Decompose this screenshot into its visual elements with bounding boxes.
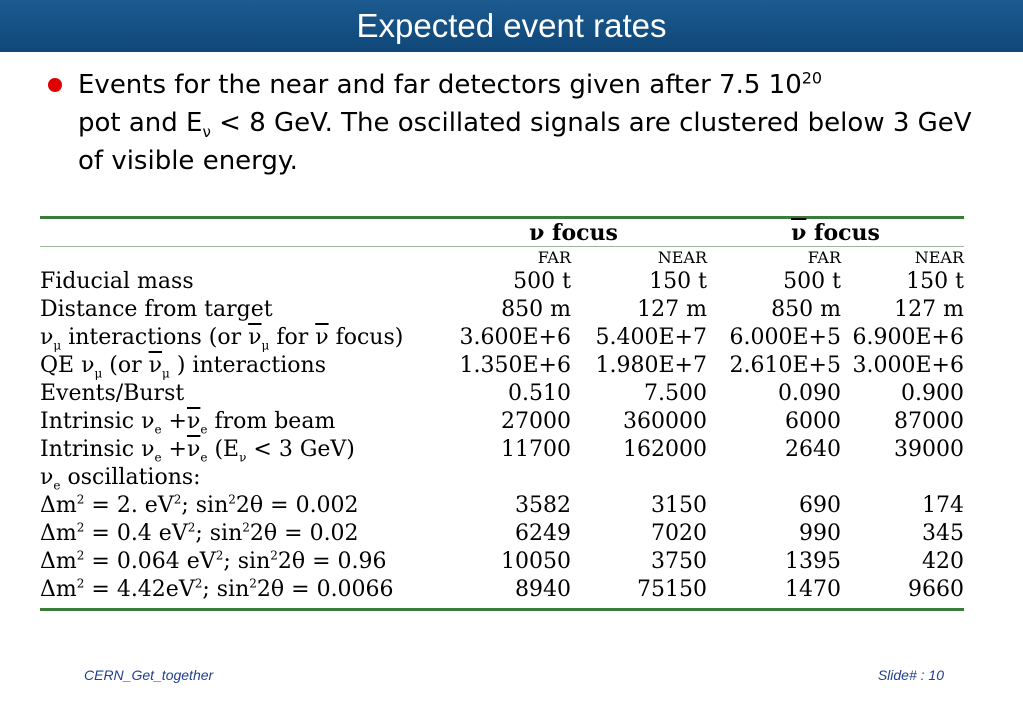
cell: 850 m [501,296,571,322]
cell: 3150 [651,492,707,518]
cell: 420 [922,548,964,574]
cell [707,463,841,491]
cell [440,463,571,491]
col-far-nu: FAR [440,246,571,267]
cell: 6.000E+5 [729,324,841,350]
cell: 3582 [515,492,571,518]
cell: 162000 [623,436,707,462]
group-header-row: ν focus ν focus [40,220,964,247]
row-label: Intrinsic νe +νe (Eν < 3 GeV) [40,436,355,464]
bullet-subscript-nu: ν [202,123,211,142]
cell: 9660 [908,576,964,602]
cell: 11700 [501,436,571,462]
cell: 1.980E+7 [595,352,707,378]
bullet-text: Events for the near and far detectors gi… [78,66,978,180]
table-top-rule [40,216,964,219]
cell: 500 t [513,268,571,294]
cell: 6000 [785,408,841,434]
cell: 500 t [783,268,841,294]
table-row: Events/Burst 0.510 7.500 0.090 0.900 [40,379,964,407]
cell: 150 t [906,268,964,294]
table-row: Δm2 = 4.42eV2; sin22θ = 0.0066 8940 7515… [40,575,964,603]
cell: 690 [799,492,841,518]
cell: 1.350E+6 [459,352,571,378]
table-row: Δm2 = 0.064 eV2; sin22θ = 0.96 10050 375… [40,547,964,575]
bullet-text-part2: pot and E [78,108,203,138]
cell: 127 m [894,296,964,322]
cell: 3.000E+6 [852,352,964,378]
cell: 7.500 [644,380,707,406]
cell: 3750 [651,548,707,574]
cell [841,463,964,491]
col-near-antinu: NEAR [841,246,964,267]
cell [571,463,707,491]
cell: 10050 [501,548,571,574]
cell: 87000 [894,408,964,434]
cell: 850 m [771,296,841,322]
row-label: QE νμ (or νμ ) interactions [40,352,327,380]
cell: 8940 [515,576,571,602]
table-bottom-rule [40,608,964,611]
row-label: Δm2 = 0.4 eV2; sin22θ = 0.02 [40,520,359,546]
cell: 174 [922,492,964,518]
table-row: Δm2 = 0.4 eV2; sin22θ = 0.02 6249 7020 9… [40,519,964,547]
row-label: Events/Burst [40,380,185,406]
table-row: Δm2 = 2. eV2; sin22θ = 0.002 3582 3150 6… [40,491,964,519]
cell: 1470 [785,576,841,602]
footer-slide-number: Slide# : 10 [877,667,944,683]
row-label: Intrinsic νe +νe from beam [40,408,336,436]
group-nu-focus: ν focus [529,220,618,246]
cell: 6249 [515,520,571,546]
table-row: νμ interactions (or νμ for ν focus) 3.60… [40,323,964,351]
cell: 990 [799,520,841,546]
cell: 3.600E+6 [459,324,571,350]
col-far-antinu: FAR [707,246,841,267]
cell: 7020 [651,520,707,546]
slide-title: Expected event rates [356,7,667,44]
cell: 75150 [637,576,707,602]
row-label: Distance from target [40,296,273,322]
cell: 39000 [894,436,964,462]
cell: 360000 [623,408,707,434]
table-row: Intrinsic νe +νe from beam 27000 360000 … [40,407,964,435]
cell: 0.090 [778,380,841,406]
row-label: νμ interactions (or νμ for ν focus) [40,324,404,352]
table-row: Distance from target 850 m 127 m 850 m 1… [40,295,964,323]
row-label: Δm2 = 2. eV2; sin22θ = 0.002 [40,492,359,518]
group-antinu-focus: ν focus [707,220,964,247]
cell: 127 m [637,296,707,322]
row-label: Δm2 = 4.42eV2; sin22θ = 0.0066 [40,576,394,602]
table-row: νe oscillations: [40,463,964,491]
bullet-dot-icon [48,78,62,92]
title-bar: Expected event rates [0,0,1023,52]
cell: 5.400E+7 [595,324,707,350]
antinu-symbol: ν [791,220,807,246]
cell: 2.610E+5 [729,352,841,378]
table-row: Fiducial mass 500 t 150 t 500 t 150 t [40,267,964,295]
row-label: Fiducial mass [40,268,194,294]
cell: 0.900 [901,380,964,406]
antinu-focus-label: focus [806,220,880,246]
footer-left: CERN_Get_together [84,667,214,683]
bullet-text-part3: < 8 GeV. The oscillated signals are clus… [78,108,972,176]
cell: 6.900E+6 [852,324,964,350]
cell: 0.510 [508,380,571,406]
cell: 150 t [649,268,707,294]
bullet-exponent: 20 [801,68,823,88]
column-header-row: FAR NEAR FAR NEAR [40,246,964,267]
row-label: νe oscillations: [40,464,201,492]
table-row: QE νμ (or νμ ) interactions 1.350E+6 1.9… [40,351,964,379]
col-near-nu: NEAR [571,246,707,267]
cell: 27000 [501,408,571,434]
bullet-text-part1: Events for the near and far detectors gi… [78,70,802,100]
cell: 1395 [785,548,841,574]
cell: 2640 [785,436,841,462]
cell: 345 [922,520,964,546]
row-label: Δm2 = 0.064 eV2; sin22θ = 0.96 [40,548,387,574]
table-row: Intrinsic νe +νe (Eν < 3 GeV) 11700 1620… [40,435,964,463]
